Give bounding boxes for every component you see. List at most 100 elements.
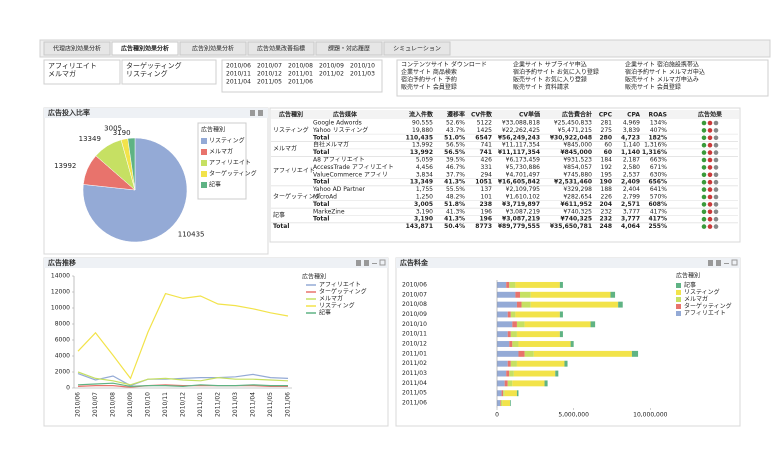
filter-item[interactable]: 2010/11 [226,71,251,78]
filter-item[interactable]: 2010/09 [319,63,344,70]
filter-item[interactable]: ターゲッティング [126,61,182,70]
filter-item[interactable]: 宿泊予約サイト 予約 [401,76,457,84]
bar-segment [502,400,511,407]
legend-label: ターゲッティング [684,302,732,310]
filter-item[interactable]: メルマガ [48,69,76,78]
filter-item[interactable]: 販売サイト 会員登録 [401,83,457,91]
table-cell: ¥2,531,460 [554,179,592,186]
filter-item[interactable]: 2010/08 [288,63,313,70]
filter-item[interactable]: 販売サイト お気に入り登録 [513,76,587,84]
tab-label: 広告種別効果分析 [121,45,169,53]
tab[interactable] [247,41,315,56]
line-series [77,384,288,388]
pie-label: 13349 [79,135,101,143]
table-cell: ¥745,880 [563,171,592,178]
column-header: 広告費合計 [562,111,592,119]
bar-segment [507,311,511,318]
tab[interactable] [179,41,247,56]
filter-item[interactable]: リスティング [126,69,168,78]
bar-segment [497,331,508,338]
table-cell: 641% [650,186,667,193]
y-tick-label: 2010/10 [402,321,427,328]
tab[interactable] [111,41,179,56]
status-light [701,202,707,207]
filter-item[interactable]: 2010/06 [226,63,251,70]
table-cell: 51.8% [444,201,465,208]
filter-item[interactable]: 宿泊予約サイト お気に入り登録 [513,68,599,76]
table-cell: Yahoo リスティング [312,126,368,134]
filter-item[interactable]: 2010/12 [257,71,282,78]
filter-item[interactable]: 販売サイト 資料請求 [513,83,569,91]
legend-title: 広告種別 [676,272,700,280]
filter-item[interactable]: 2010/10 [350,63,375,70]
table-cell: Total [313,134,329,141]
pie-panel-header [44,108,268,118]
bar-segment [530,291,611,298]
tab[interactable] [383,41,451,56]
table-cell: 110,435 [406,134,433,141]
bar-segment [509,341,513,347]
bar-segment [555,370,559,377]
pie-label: 3005 [104,124,122,132]
table-cell: 426 [481,157,493,164]
filter-item[interactable]: 2011/01 [288,71,313,78]
bar-segment [515,291,520,298]
y-tick-label: 2011/06 [402,400,427,407]
line-title: 広告推移 [48,258,76,267]
tab[interactable] [43,41,111,56]
table-cell: 417% [650,208,667,215]
table-cell: 570% [650,194,667,201]
filter-item[interactable]: 2011/03 [350,71,375,78]
filter-item[interactable]: 宿泊予約サイト メルマガ申込 [625,68,705,76]
x-tick-label: 2011/04 [250,392,257,417]
bar-segment [509,281,516,288]
tab-label: 広告効果改善指標 [257,45,305,53]
status-light [713,157,719,163]
filter-item[interactable]: 企業サイト サプライヤ申込 [513,61,587,69]
tab[interactable] [315,41,383,56]
table-cell: ¥5,730,886 [506,164,541,171]
table-cell: 143,871 [406,223,433,230]
filter-item[interactable]: 2010/07 [257,63,282,70]
status-light [701,150,707,155]
table-cell: ¥33,088,818 [502,120,540,127]
filter-item[interactable]: 2011/04 [226,79,251,86]
table-cell: 417% [648,216,667,223]
filter-item[interactable]: コンテンツサイト ダウンロード [401,61,487,69]
row-group: メルマガ [273,144,297,152]
legend-swatch [676,283,681,288]
table-cell: 52.6% [446,120,465,127]
table-cell: ¥1,610,102 [506,194,541,201]
y-tick-label: 2011/01 [402,350,427,357]
bar-segment [510,311,516,318]
bar-segment [516,360,565,367]
y-tick-label: 2010/09 [402,311,427,318]
tab-label: 広告別効果分析 [192,45,234,53]
legend-label: アフィリエイト [319,282,361,289]
filter-item[interactable]: 2011/05 [257,79,282,86]
table-cell: 8773 [475,223,492,230]
table-cell: 2,799 [623,194,640,201]
table-cell: ¥611,952 [560,201,592,208]
filter-item[interactable]: 2011/02 [319,71,344,78]
total-label: Total [273,223,289,230]
table-cell: 248 [599,223,612,230]
legend-label: 記事 [209,181,221,189]
table-cell: 232 [599,216,612,223]
filter-item[interactable]: 販売サイト 会員登録 [625,83,681,91]
y-tick-label: 2011/03 [402,370,427,377]
filter-item[interactable]: 企業サイト 商品検索 [401,68,457,76]
status-light [701,224,707,229]
filter-item[interactable]: アフィリエイト [48,62,97,70]
filter-item[interactable]: 企業サイト 宿泊施設携帯込 [625,61,699,69]
table-cell: 2,404 [623,186,640,193]
table-cell: 1,140 [621,149,640,156]
table-cell: 13,992 [410,149,433,156]
y-tick-label: 2010/12 [402,341,427,348]
table-cell: ¥845,000 [560,149,592,156]
list-box [221,59,383,93]
status-light [707,224,713,229]
table-cell: 2,409 [621,179,640,186]
filter-item[interactable]: 2011/06 [288,79,313,86]
filter-item[interactable]: 販売サイト メルマガ申込み [625,76,699,84]
